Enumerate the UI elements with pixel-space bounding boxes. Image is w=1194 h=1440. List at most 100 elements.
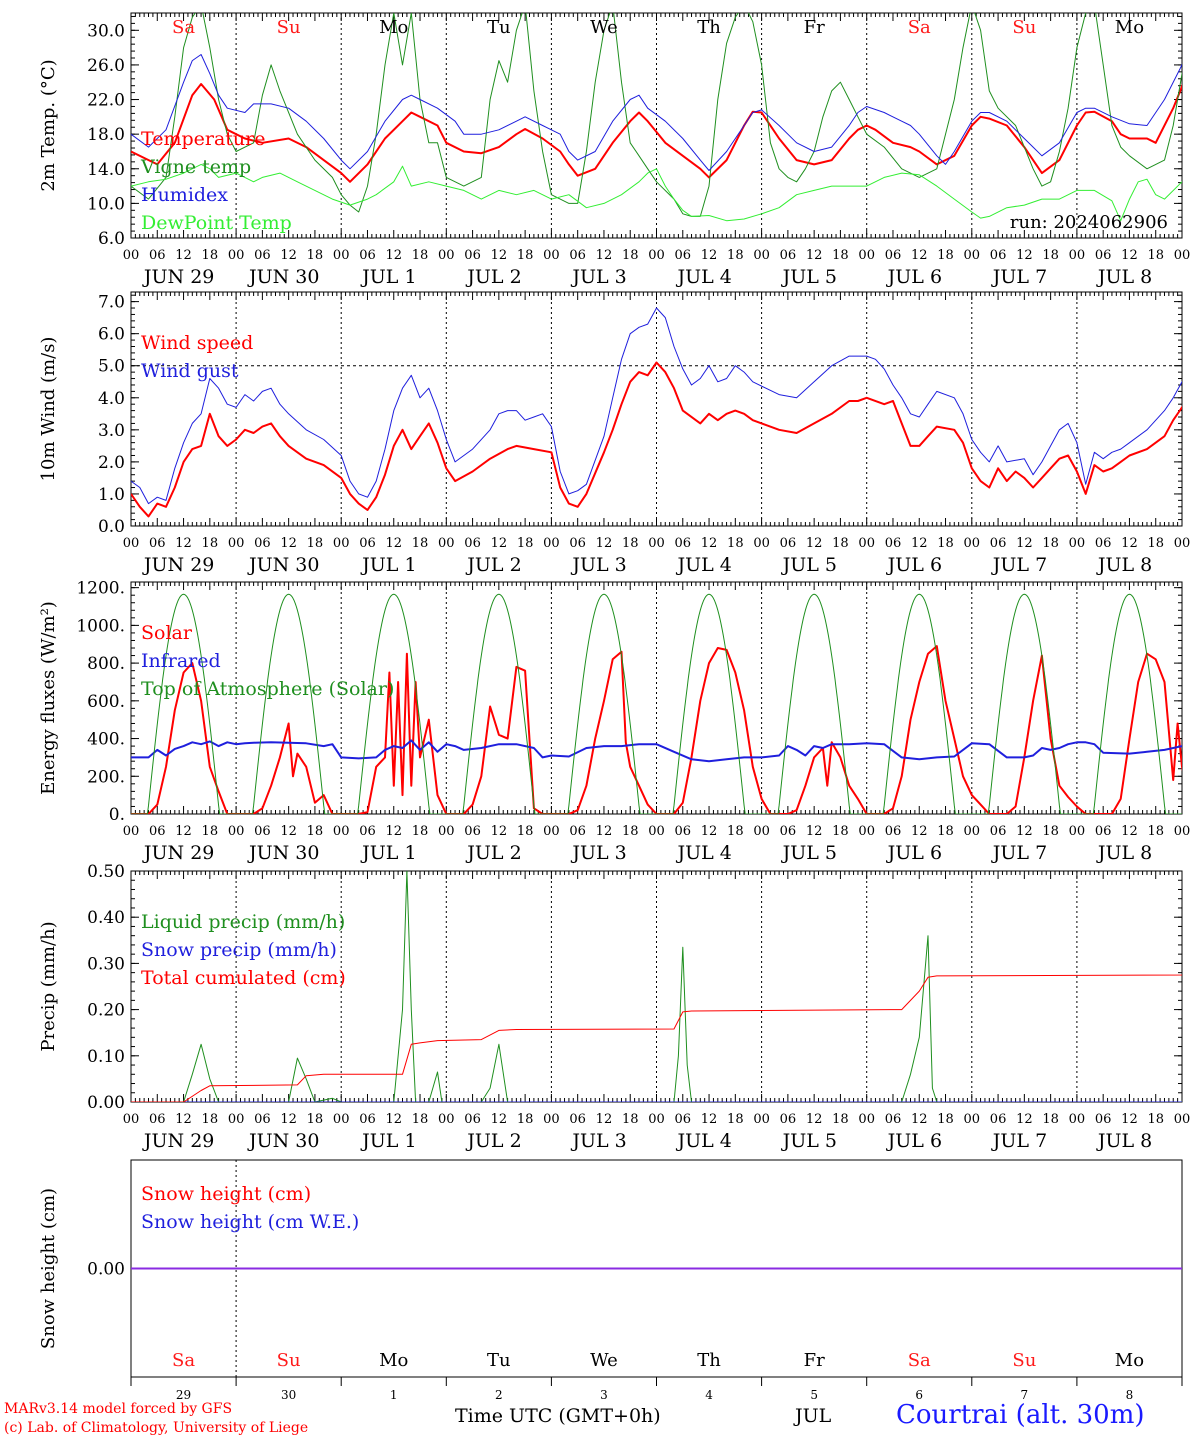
x-hour-label: 00 bbox=[1069, 248, 1086, 263]
x-hour-label: 18 bbox=[727, 536, 744, 551]
calendar-weekday: Mo bbox=[1115, 1350, 1144, 1371]
x-hour-label: 00 bbox=[438, 824, 455, 839]
x-hour-label: 00 bbox=[964, 536, 981, 551]
x-hour-label: 12 bbox=[175, 248, 192, 263]
legend-entry: Total cumulated (cm) bbox=[141, 967, 346, 989]
legend-entry: Solar bbox=[141, 622, 193, 644]
x-date-label: JUL 6 bbox=[886, 842, 942, 864]
x-hour-label: 12 bbox=[911, 248, 928, 263]
x-hour-label: 12 bbox=[1121, 248, 1138, 263]
x-date-label: JUL 2 bbox=[465, 1130, 521, 1152]
legend-entry: Snow height (cm W.E.) bbox=[141, 1211, 359, 1233]
calendar-day-number: 8 bbox=[1126, 1388, 1134, 1402]
x-hour-label: 18 bbox=[832, 1112, 849, 1127]
x-hour-label: 18 bbox=[517, 824, 534, 839]
x-hour-label: 18 bbox=[307, 824, 324, 839]
panel-2: 0.0 1.0 2.0 3.0 4.0 5.0 6.0 7.0 10m Wind (m/s) Wi… bbox=[38, 291, 1190, 576]
legend-entry: Temperature bbox=[141, 128, 265, 150]
x-hour-label: 18 bbox=[517, 1112, 534, 1127]
x-hour-label: 06 bbox=[1095, 824, 1112, 839]
x-hour-label: 06 bbox=[569, 248, 586, 263]
x-hour-label: 12 bbox=[911, 824, 928, 839]
x-date-label: JUL 4 bbox=[675, 842, 731, 864]
x-hour-label: 06 bbox=[464, 824, 481, 839]
y-tick-label: 0.30 bbox=[87, 954, 125, 974]
x-hour-label: 12 bbox=[280, 824, 297, 839]
x-hour-label: 00 bbox=[858, 536, 875, 551]
x-hour-label: 00 bbox=[648, 1112, 665, 1127]
y-tick-label: 1200. bbox=[76, 579, 125, 599]
x-hour-label: 18 bbox=[202, 824, 219, 839]
x-date-label: JUL 1 bbox=[360, 554, 416, 576]
x-hour-label: 00 bbox=[333, 248, 350, 263]
series-line-solar bbox=[131, 645, 1182, 814]
x-hour-label: 18 bbox=[517, 248, 534, 263]
x-hour-label: 18 bbox=[1042, 248, 1059, 263]
time-axis-label: Time UTC (GMT+0h) bbox=[455, 1405, 661, 1427]
x-date-label: JUN 29 bbox=[142, 266, 214, 288]
x-hour-label: 00 bbox=[1174, 824, 1191, 839]
x-hour-label: 18 bbox=[727, 248, 744, 263]
y-tick-label: 2.0 bbox=[98, 453, 125, 473]
x-hour-label: 06 bbox=[990, 824, 1007, 839]
x-hour-label: 12 bbox=[1016, 824, 1033, 839]
x-date-label: JUL 7 bbox=[991, 554, 1047, 576]
legend-entry: Snow height (cm) bbox=[141, 1183, 311, 1205]
x-hour-label: 18 bbox=[202, 536, 219, 551]
x-hour-label: 06 bbox=[359, 248, 376, 263]
x-hour-label: 00 bbox=[648, 536, 665, 551]
x-hour-label: 12 bbox=[491, 248, 508, 263]
x-hour-label: 12 bbox=[911, 1112, 928, 1127]
x-hour-label: 00 bbox=[964, 824, 981, 839]
calendar-day-number: 5 bbox=[810, 1388, 818, 1402]
calendar-day-number: 3 bbox=[600, 1388, 608, 1402]
y-tick-label: 7.0 bbox=[98, 293, 125, 313]
x-hour-label: 06 bbox=[1095, 248, 1112, 263]
x-hour-label: 00 bbox=[753, 536, 770, 551]
y-tick-label: 1.0 bbox=[98, 485, 125, 505]
x-hour-label: 06 bbox=[569, 536, 586, 551]
legend-entry: Liquid precip (mm/h) bbox=[141, 911, 345, 933]
x-hour-label: 00 bbox=[964, 248, 981, 263]
x-date-label: JUL 3 bbox=[570, 842, 626, 864]
calendar-strip: Sa 29 Su 30 Mo 1 Tu 2 We 3 Th 4 Fr 5 Sa 6 Su 7 Mo 8 bbox=[130, 1267, 1183, 1402]
model-credit: MARv3.14 model forced by GFS bbox=[4, 1401, 233, 1417]
x-date-label: JUL 1 bbox=[360, 1130, 416, 1152]
x-hour-label: 12 bbox=[701, 248, 718, 263]
x-date-label: JUL 8 bbox=[1096, 1130, 1152, 1152]
x-hour-label: 00 bbox=[228, 824, 245, 839]
x-hour-label: 12 bbox=[385, 536, 402, 551]
y-tick-label: 6.0 bbox=[98, 229, 125, 249]
x-hour-label: 18 bbox=[412, 248, 429, 263]
weekday-label: Fr bbox=[804, 17, 825, 38]
series-group bbox=[131, 871, 1182, 1102]
weekday-label: Su bbox=[277, 17, 301, 38]
x-hour-label: 12 bbox=[596, 536, 613, 551]
calendar-weekday: Su bbox=[277, 1350, 301, 1371]
x-hour-label: 06 bbox=[1095, 1112, 1112, 1127]
calendar-weekday: Tu bbox=[487, 1350, 511, 1371]
x-date-label: JUL 3 bbox=[570, 1130, 626, 1152]
x-hour-label: 12 bbox=[806, 536, 823, 551]
x-date-label: JUN 30 bbox=[247, 1130, 319, 1152]
weekday-label: Su bbox=[1012, 17, 1036, 38]
series-line-vigne-temp bbox=[131, 13, 1182, 217]
x-hour-label: 06 bbox=[359, 536, 376, 551]
x-hour-label: 18 bbox=[832, 248, 849, 263]
x-hour-label: 06 bbox=[569, 824, 586, 839]
y-axis-label: 10m Wind (m/s) bbox=[38, 337, 59, 482]
x-hour-label: 18 bbox=[727, 1112, 744, 1127]
weekday-label: Sa bbox=[908, 17, 931, 38]
x-date-label: JUL 1 bbox=[360, 842, 416, 864]
x-hour-label: 18 bbox=[937, 1112, 954, 1127]
x-hour-label: 06 bbox=[885, 248, 902, 263]
x-date-label: JUL 3 bbox=[570, 266, 626, 288]
x-hour-label: 00 bbox=[1069, 1112, 1086, 1127]
calendar-day-number: 2 bbox=[495, 1388, 503, 1402]
x-date-label: JUL 5 bbox=[781, 1130, 837, 1152]
x-hour-label: 00 bbox=[1174, 248, 1191, 263]
legend-entry: Vigne temp bbox=[140, 156, 251, 178]
series-group bbox=[131, 593, 1182, 814]
x-hour-label: 00 bbox=[333, 1112, 350, 1127]
x-hour-label: 18 bbox=[1147, 824, 1164, 839]
